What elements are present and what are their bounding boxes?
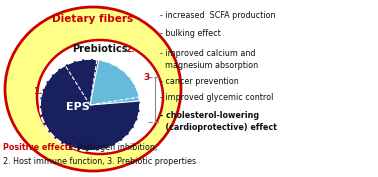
Text: - cholesterol-lowering: - cholesterol-lowering [160, 110, 259, 119]
Text: Positive effects:: Positive effects: [3, 142, 76, 152]
Text: Prebiotics: Prebiotics [72, 44, 128, 54]
Text: 2. Host immune function, 3. Prebiotic properties: 2. Host immune function, 3. Prebiotic pr… [3, 156, 196, 165]
Text: - improved calcium and: - improved calcium and [160, 48, 256, 58]
Text: 1. Pathogen inhibition,: 1. Pathogen inhibition, [65, 142, 157, 152]
Text: - improved glycemic control: - improved glycemic control [160, 93, 273, 102]
Text: - cancer prevention: - cancer prevention [160, 76, 239, 85]
Ellipse shape [40, 59, 140, 151]
Text: 3: 3 [144, 73, 150, 81]
Ellipse shape [37, 40, 163, 154]
Text: EPS: EPS [66, 102, 90, 112]
Ellipse shape [5, 7, 181, 171]
Text: magnesium absorption: magnesium absorption [160, 61, 258, 70]
Text: (cardioprotective) effect: (cardioprotective) effect [160, 122, 277, 132]
Polygon shape [90, 60, 140, 105]
Text: 1.: 1. [33, 87, 43, 96]
Text: - increased  SCFA production: - increased SCFA production [160, 10, 276, 19]
Text: 2.: 2. [125, 44, 135, 53]
Text: - bulking effect: - bulking effect [160, 30, 221, 39]
Text: Dietary fibers: Dietary fibers [53, 14, 133, 24]
